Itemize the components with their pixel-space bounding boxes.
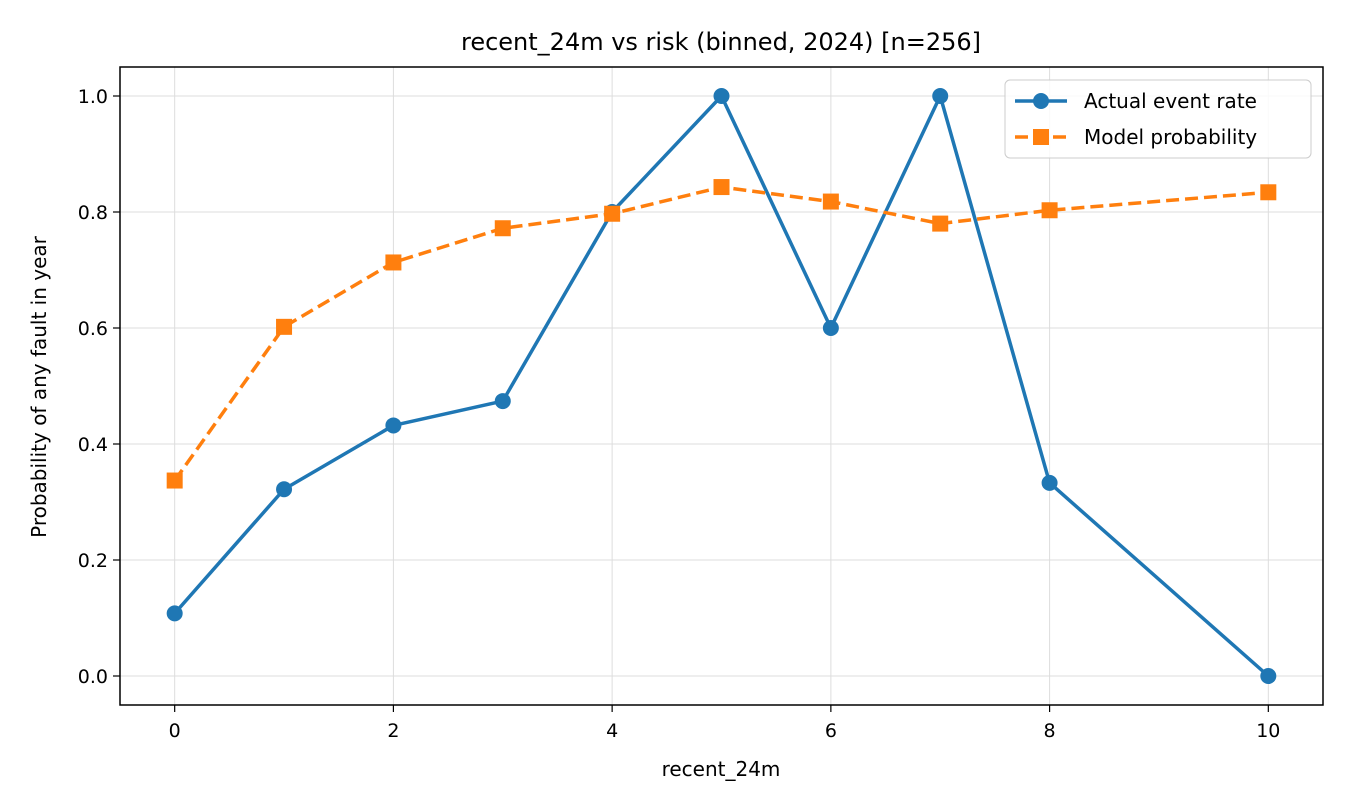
legend: Actual event rate Model probability <box>1004 79 1312 159</box>
chart-title: recent_24m vs risk (binned, 2024) [n=256… <box>461 28 981 56</box>
x-axis-label: recent_24m <box>662 757 781 781</box>
data-point <box>494 393 511 410</box>
series-layer <box>166 88 1277 684</box>
x-tick-label: 4 <box>606 720 618 742</box>
y-tick-label: 0.6 <box>78 318 108 340</box>
data-point <box>1260 668 1277 684</box>
y-tick-label: 0.8 <box>78 202 108 224</box>
data-point <box>276 481 293 498</box>
data-point <box>932 88 949 104</box>
y-tick-label: 1.0 <box>78 86 108 108</box>
y-axis-label: Probability of any fault in year <box>27 235 51 538</box>
data-point <box>1041 202 1058 219</box>
data-point <box>1041 474 1058 491</box>
x-tick-label: 0 <box>169 720 181 742</box>
x-tick-label: 10 <box>1256 720 1280 742</box>
data-point <box>822 193 839 210</box>
plot-frame <box>119 66 1324 706</box>
series-line-actual-event-rate <box>173 94 1270 678</box>
legend-marker <box>1033 93 1049 109</box>
data-point <box>385 254 402 271</box>
data-point <box>385 417 402 434</box>
y-tick-label: 0.4 <box>78 434 108 456</box>
data-point <box>713 88 730 104</box>
legend-label: Model probability <box>1084 125 1257 149</box>
y-tick-label: 0.2 <box>78 550 108 572</box>
series-line-model-probability <box>173 185 1269 482</box>
data-point <box>494 220 511 237</box>
x-tick-label: 6 <box>825 720 837 742</box>
data-point <box>713 179 730 196</box>
data-point <box>276 318 293 335</box>
legend-box <box>1004 79 1312 159</box>
data-point <box>932 215 949 232</box>
x-tick-label: 8 <box>1044 720 1056 742</box>
data-point <box>1260 184 1277 201</box>
legend-marker <box>1033 129 1049 145</box>
data-point <box>604 205 621 222</box>
data-point <box>166 472 183 489</box>
y-tick-label: 0.0 <box>78 666 108 688</box>
x-tick-label: 2 <box>387 720 399 742</box>
grid <box>120 67 1323 705</box>
data-point <box>166 605 183 622</box>
legend-label: Actual event rate <box>1084 89 1257 113</box>
data-point <box>822 320 839 336</box>
ticks: 0 2 4 6 8 10 0.0 0.2 0.4 0.6 0.8 1.0 <box>78 86 1281 742</box>
